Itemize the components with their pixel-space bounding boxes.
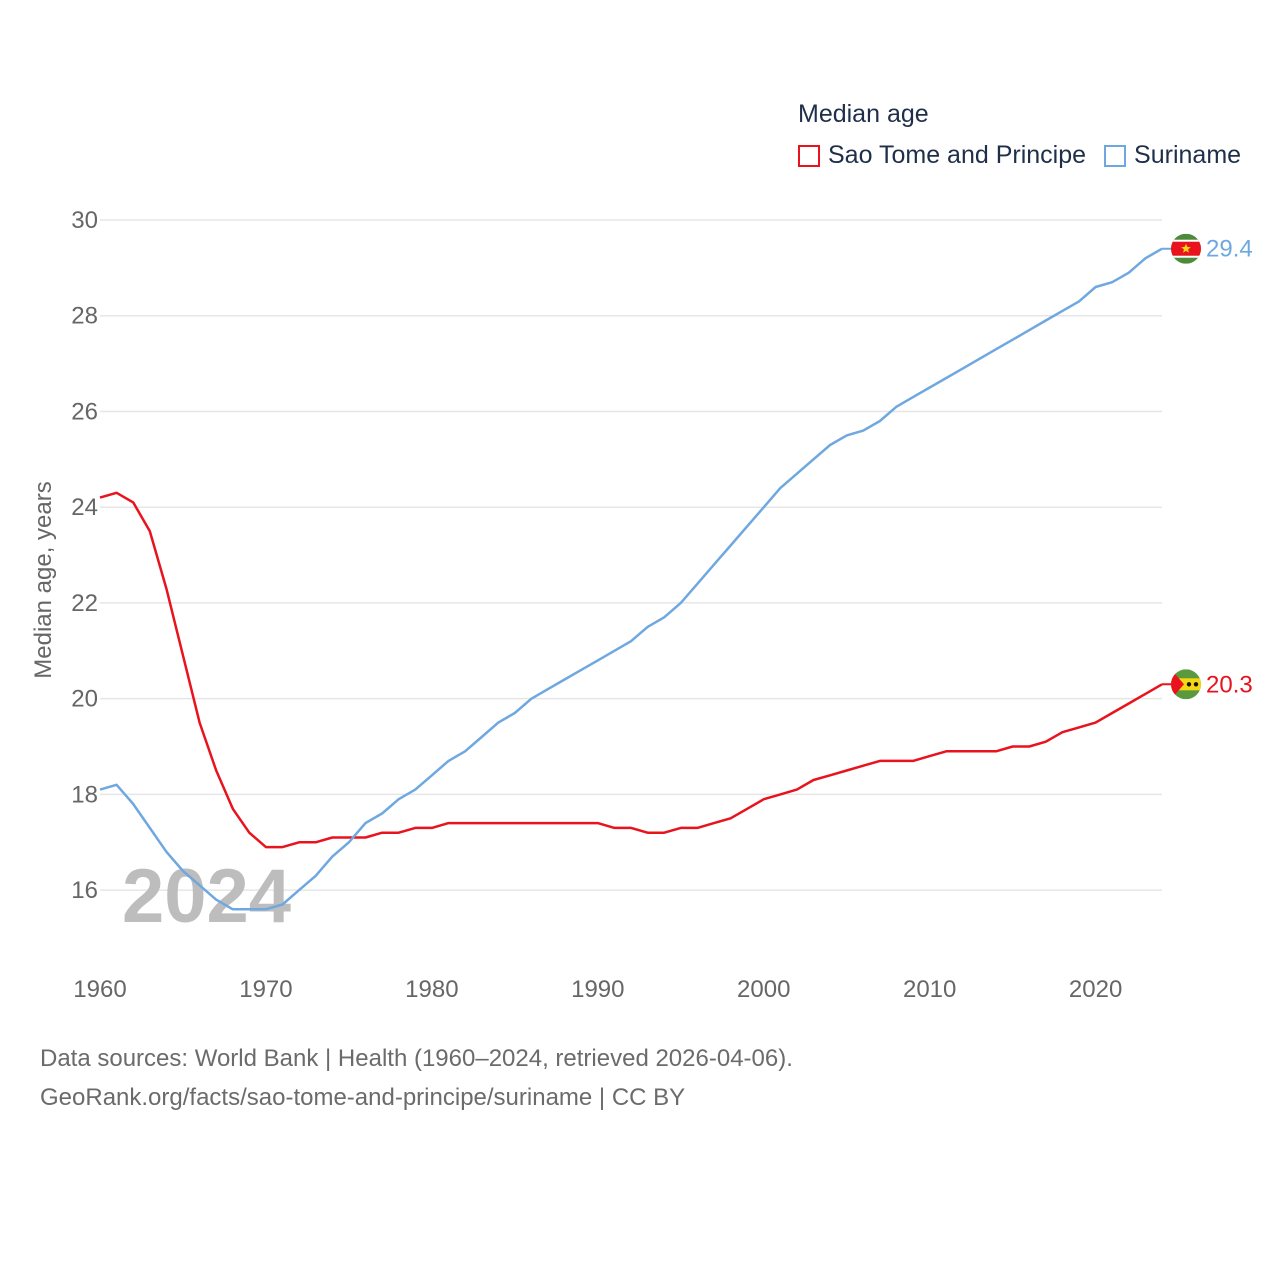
- y-axis-label: Median age, years: [30, 481, 57, 678]
- y-axis-ticks: 16 18 20 22 24 26 28 30: [71, 207, 98, 904]
- sao-tome-flag-icon: [1171, 669, 1201, 700]
- x-tick-label-1960: 1960: [73, 976, 126, 1003]
- x-tick-label-2000: 2000: [737, 976, 790, 1003]
- x-tick-label-2020: 2020: [1069, 976, 1122, 1003]
- x-axis-ticks: 1960 1970 1980 1990 2000 2010 2020: [73, 976, 1122, 1003]
- y-tick-label-22: 22: [71, 590, 98, 617]
- series-lines: [99, 247, 1163, 911]
- end-markers: 20.3 29.4: [1162, 233, 1253, 700]
- data-source-note: Data sources: World Bank | Health (1960–…: [40, 1045, 793, 1072]
- legend-title: Median age: [798, 100, 929, 128]
- y-tick-label-20: 20: [71, 686, 98, 713]
- attribution-link[interactable]: GeoRank.org/facts/sao-tome-and-principe/…: [40, 1084, 686, 1111]
- legend: Sao Tome and Principe Suriname: [798, 141, 1259, 170]
- series-line-suriname[interactable]: [99, 247, 1163, 911]
- legend-item-suriname[interactable]: Suriname: [1104, 141, 1241, 170]
- y-tick-label-16: 16: [71, 877, 98, 904]
- gridlines: [100, 219, 1162, 891]
- legend-label-sao-tome: Sao Tome and Principe: [828, 141, 1087, 169]
- legend-swatch-suriname: [1104, 144, 1127, 167]
- legend-swatch-sao-tome: [798, 144, 820, 167]
- y-tick-label-28: 28: [71, 303, 98, 330]
- legend-item-sao-tome[interactable]: Sao Tome and Principe: [798, 141, 1086, 170]
- x-tick-label-1980: 1980: [405, 976, 458, 1003]
- x-tick-label-1970: 1970: [239, 976, 292, 1003]
- series-line-sao-tome-and-principe[interactable]: [99, 491, 1163, 849]
- end-value-label-suriname: 29.4: [1206, 236, 1253, 263]
- x-tick-label-1990: 1990: [571, 976, 624, 1003]
- y-tick-label-26: 26: [71, 398, 98, 425]
- y-tick-label-30: 30: [71, 207, 98, 234]
- year-watermark: 2024: [122, 854, 291, 939]
- legend-label-suriname: Suriname: [1134, 141, 1242, 169]
- y-tick-label-18: 18: [71, 781, 98, 808]
- suriname-flag-icon: [1171, 233, 1201, 264]
- y-tick-label-24: 24: [71, 494, 98, 521]
- end-value-label-sao-tome-and-principe: 20.3: [1206, 671, 1253, 698]
- x-tick-label-2010: 2010: [903, 976, 956, 1003]
